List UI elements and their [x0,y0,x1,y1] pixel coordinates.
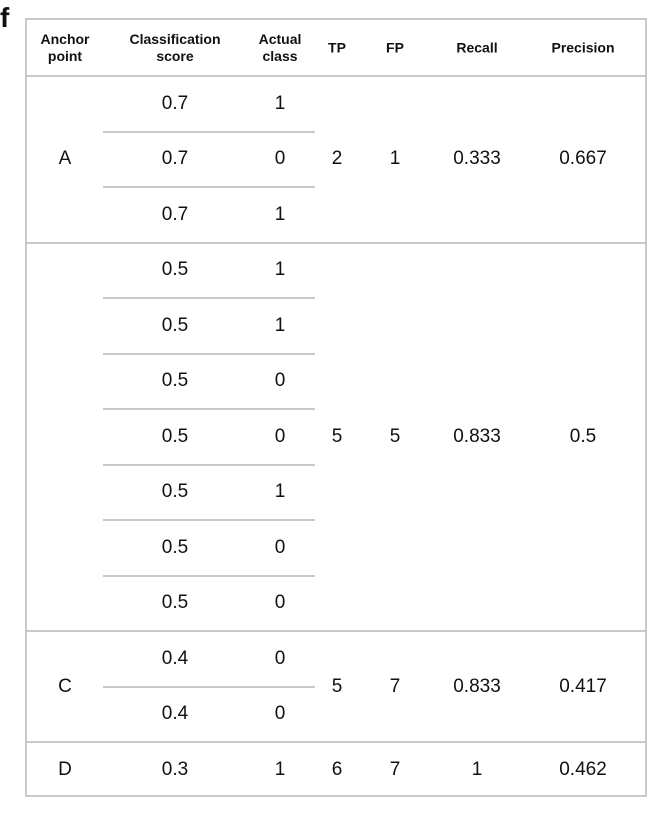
header-recall: Recall [456,39,498,56]
actual-class-cell: 0 [274,148,286,170]
actual-class-cell: 1 [274,314,286,336]
tp-cell: 5 [331,425,343,447]
score-cell: 0.5 [161,370,189,392]
actual-class-cell: 0 [274,425,286,447]
tp-cell: 6 [331,758,343,780]
score-cell: 0.5 [161,259,189,281]
row-divider [103,519,315,521]
header-actual-line2: class [262,48,298,64]
row-divider [103,297,315,299]
score-cell: 0.5 [161,536,189,558]
fp-cell: 1 [389,148,401,170]
recall-cell: 0.833 [453,425,501,447]
score-cell: 0.5 [161,592,189,614]
header-precision: Precision [551,39,615,56]
header-fp: FP [386,39,404,56]
precision-cell: 0.667 [559,148,607,170]
score-cell: 0.5 [161,425,189,447]
actual-class-cell: 1 [274,203,286,225]
header-actual-line1: Actual [258,31,302,47]
header-anchor-point: Anchor point [41,31,90,65]
tp-cell: 2 [331,148,343,170]
anchor-point-cell: D [58,758,72,780]
score-cell: 0.7 [161,92,189,114]
actual-class-cell: 1 [274,758,286,780]
header-tp: TP [328,39,346,56]
group-divider [27,630,645,632]
header-score-line1: Classification [129,31,221,47]
row-divider [103,463,315,466]
actual-class-cell: 1 [274,481,286,503]
score-cell: 0.7 [161,203,189,225]
precision-cell: 0.462 [559,758,607,780]
actual-class-cell: 0 [274,703,286,725]
score-cell: 0.5 [161,314,189,336]
recall-cell: 0.833 [453,675,501,697]
score-cell: 0.5 [161,481,189,503]
precision-cell: 0.5 [569,425,597,447]
anchor-point-cell: A [58,148,72,170]
fp-cell: 5 [389,425,401,447]
row-divider [103,574,315,577]
actual-class-cell: 0 [274,536,286,558]
fp-cell: 7 [389,758,401,780]
precision-cell: 0.417 [559,675,607,697]
actual-class-cell: 1 [274,92,286,114]
header-divider [27,75,645,77]
row-divider [103,685,315,688]
actual-class-cell: 0 [274,647,286,669]
panel-label: f [0,2,10,33]
recall-cell: 1 [471,758,483,780]
header-classification-score: Classification score [129,31,220,65]
row-divider [103,130,315,133]
row-divider [103,186,315,188]
tp-cell: 5 [331,675,343,697]
score-cell: 0.3 [161,758,189,780]
table-frame [25,18,647,797]
actual-class-cell: 1 [274,259,286,281]
group-divider [27,241,645,244]
recall-cell: 0.333 [453,148,501,170]
score-cell: 0.4 [161,647,189,669]
score-cell: 0.7 [161,148,189,170]
score-cell: 0.4 [161,703,189,725]
header-anchor-line2: point [47,48,83,64]
header-score-line2: score [156,48,194,64]
row-divider [103,352,315,355]
actual-class-cell: 0 [274,592,286,614]
fp-cell: 7 [389,675,401,697]
anchor-point-cell: C [58,675,72,697]
header-anchor-line1: Anchor [40,31,90,47]
actual-class-cell: 0 [274,370,286,392]
header-actual-class: Actual class [259,31,302,65]
group-divider [27,741,645,743]
row-divider [103,408,315,410]
